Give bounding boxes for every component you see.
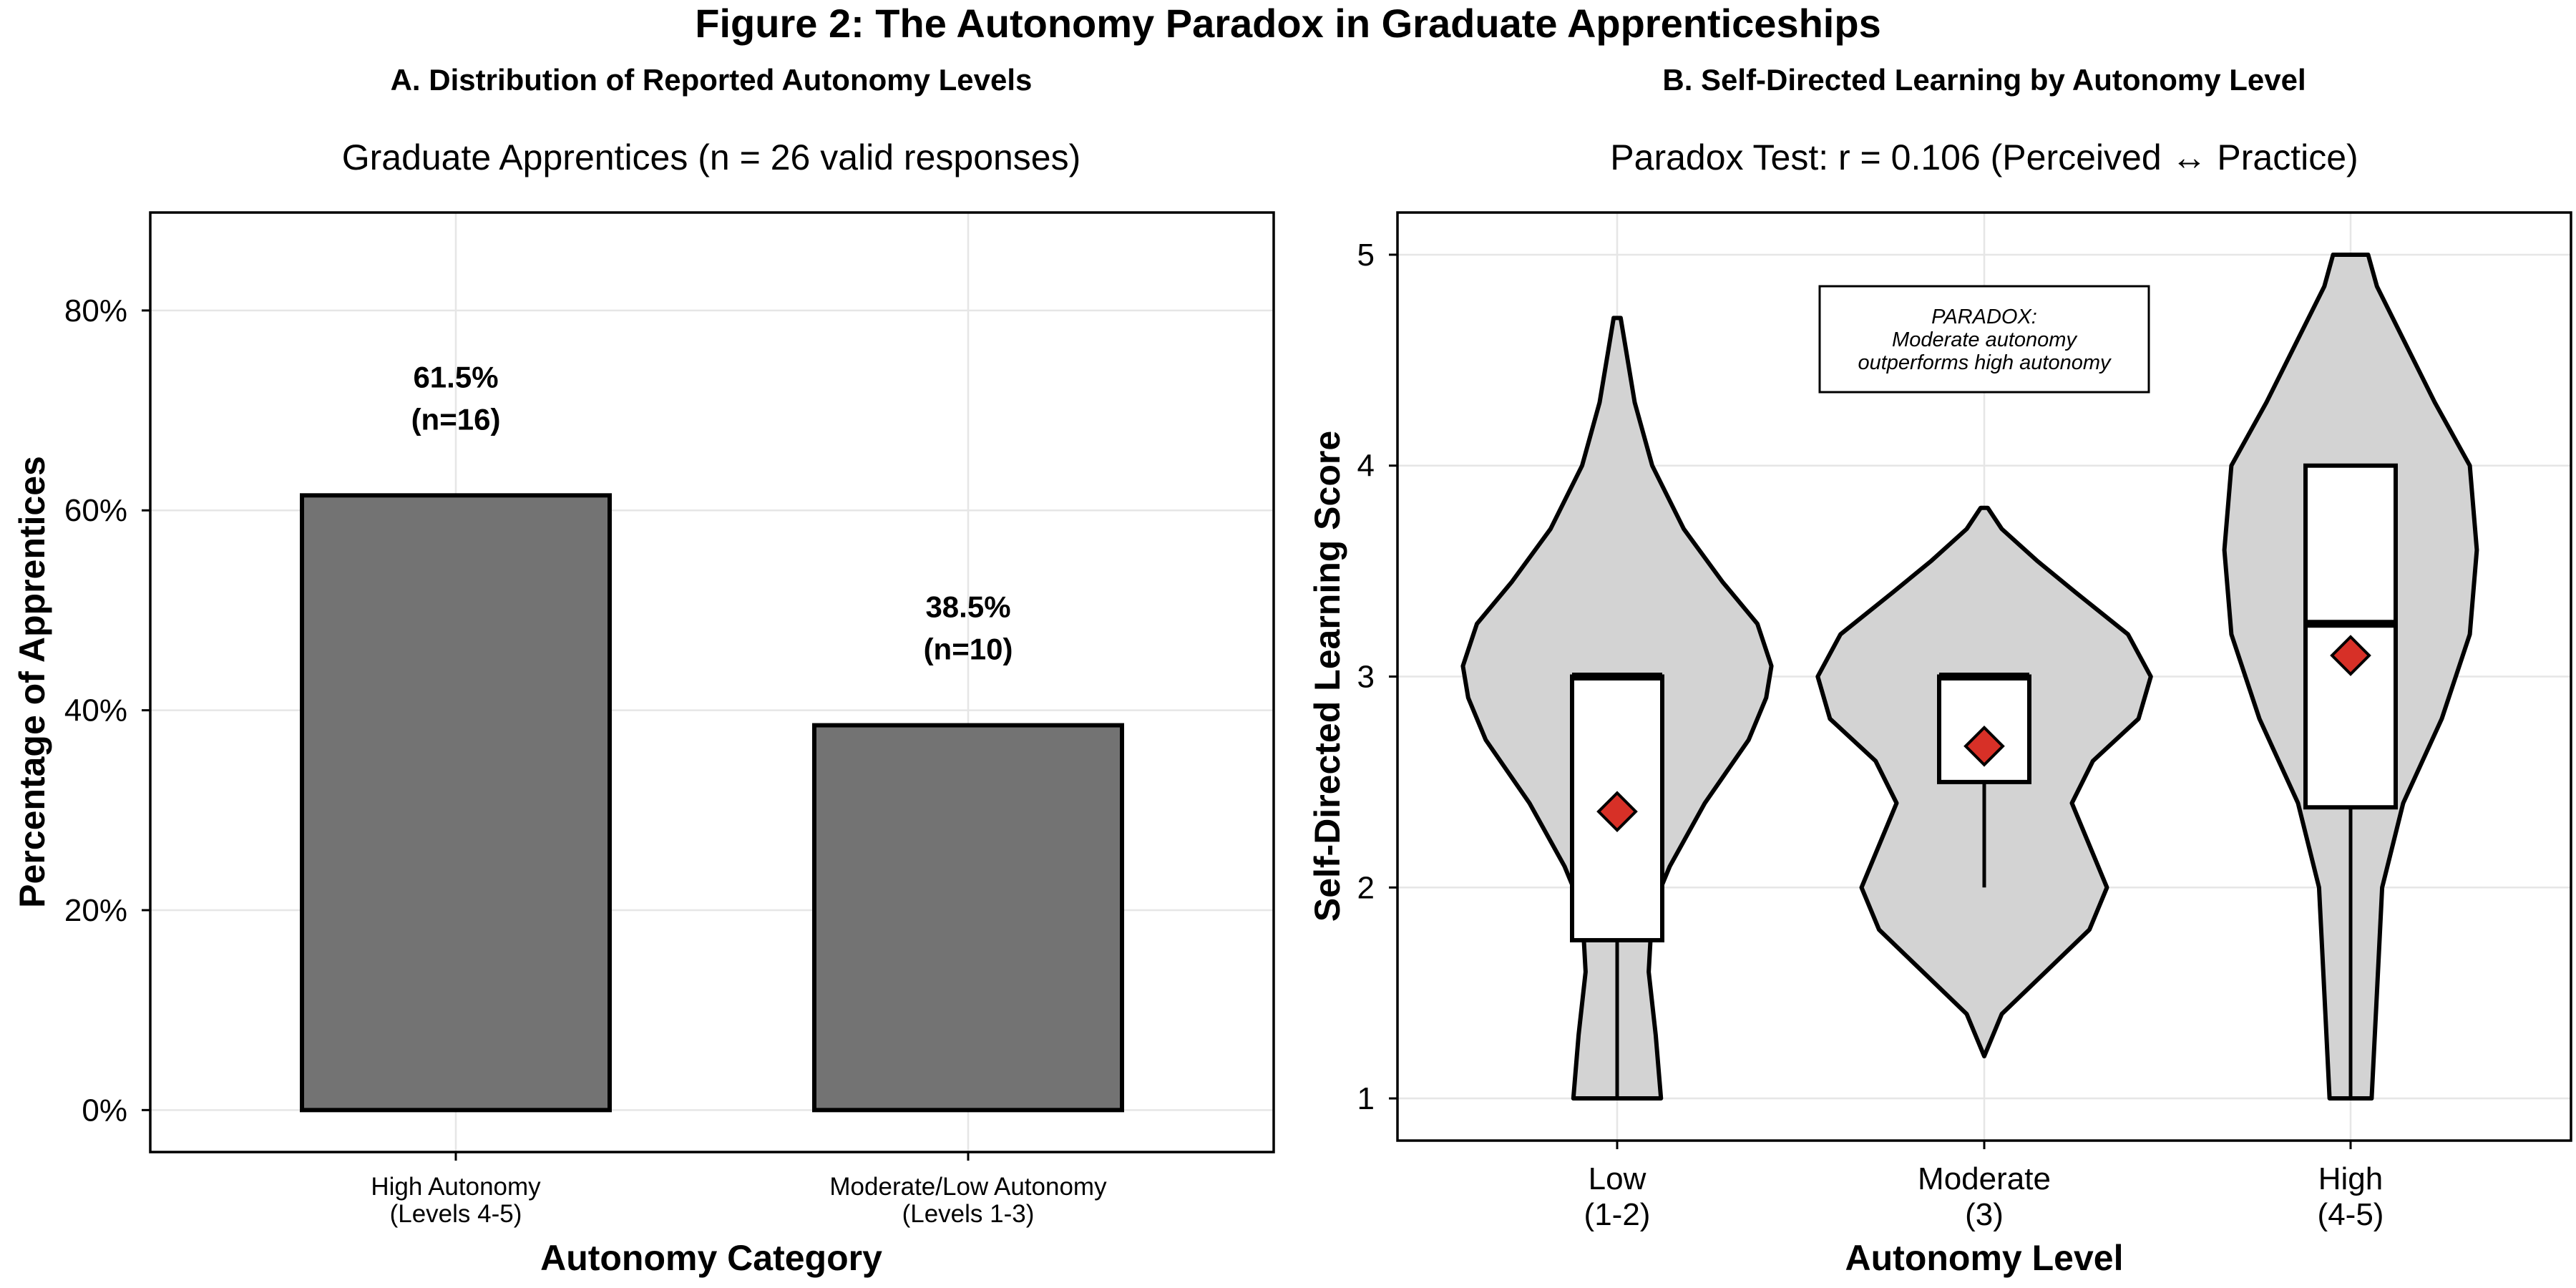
- panel-a-subtitle: Graduate Apprentices (n = 26 valid respo…: [342, 137, 1081, 177]
- figure-title: Figure 2: The Autonomy Paradox in Gradua…: [695, 1, 1880, 46]
- panel-a-ytick-label: 0%: [82, 1093, 127, 1128]
- panel-a-bars: [300, 493, 1124, 1113]
- paradox-annotation-line-1: PARADOX:: [1931, 306, 2037, 328]
- panel-a-xtick-label: High Autonomy: [371, 1173, 541, 1201]
- bar-value-label: 38.5%: [925, 590, 1010, 624]
- panel-a-ytick-label: 80%: [64, 293, 127, 328]
- panel-b-xtick-label: (1-2): [1584, 1197, 1651, 1232]
- panel-a-xtick-label: Moderate/Low Autonomy: [829, 1173, 1107, 1201]
- panel-b-ytick-label: 5: [1357, 238, 1375, 273]
- bar: [812, 723, 1124, 1113]
- mean-marker: [2330, 635, 2371, 676]
- panel-b-ylabel: Self-Directed Learning Score: [1307, 431, 1347, 922]
- paradox-annotation-line-2: Moderate autonomy: [1892, 328, 2077, 351]
- mean-marker: [1596, 791, 1638, 832]
- panel-a-y-ticks: 0% 20% 40% 60% 80%: [64, 293, 150, 1128]
- panel-b: B. Self-Directed Learning by Autonomy Le…: [1307, 63, 2572, 1278]
- bar-count-label: (n=16): [411, 402, 501, 436]
- bar-count-label: (n=10): [924, 633, 1013, 666]
- panel-b-ytick-label: 1: [1357, 1081, 1375, 1116]
- panel-a-x-ticks: High Autonomy(Levels 4-5) Moderate/Low Au…: [371, 1152, 1107, 1228]
- panel-b-xtick-label: High: [2318, 1161, 2384, 1196]
- panel-b-subtitle: Paradox Test: r = 0.106 (Perceived ↔ Pra…: [1610, 137, 2358, 177]
- panel-a-ytick-label: 40%: [64, 693, 127, 728]
- panel-b-xtick-label: (4-5): [2318, 1197, 2384, 1232]
- panel-b-xtick-label: Moderate: [1918, 1161, 2051, 1196]
- panel-b-x-ticks: Low(1-2) Moderate(3) High(4-5): [1584, 1141, 2384, 1232]
- panel-a-xtick-label: (Levels 4-5): [390, 1200, 522, 1228]
- panel-a-title: A. Distribution of Reported Autonomy Lev…: [391, 63, 1033, 97]
- panel-b-title: B. Self-Directed Learning by Autonomy Le…: [1662, 63, 2306, 97]
- bar: [300, 493, 612, 1113]
- paradox-annotation-line-3: outperforms high autonomy: [1858, 351, 2112, 374]
- panel-b-ytick-label: 4: [1357, 449, 1375, 484]
- paradox-annotation-box: [1818, 285, 2150, 394]
- panel-a-ytick-label: 60%: [64, 493, 127, 528]
- panel-a-frame: [149, 211, 1275, 1153]
- panel-b-frame: [1396, 211, 2572, 1142]
- panel-a-ytick-label: 20%: [64, 893, 127, 928]
- mean-marker: [1963, 725, 2005, 767]
- panel-b-violins: [1460, 253, 2479, 1101]
- panel-b-ytick-label: 3: [1357, 660, 1375, 695]
- panel-a-xlabel: Autonomy Category: [540, 1238, 882, 1278]
- panel-b-xlabel: Autonomy Level: [1845, 1238, 2124, 1278]
- panel-a-data-labels: 61.5% (n=16) 38.5% (n=10): [411, 360, 1013, 665]
- panel-a: A. Distribution of Reported Autonomy Lev…: [12, 63, 1275, 1278]
- panel-b-xtick-label: (3): [1965, 1197, 2004, 1232]
- bar-value-label: 61.5%: [413, 360, 498, 394]
- panel-b-y-ticks: 1 2 3 4 5: [1357, 238, 1397, 1116]
- panel-a-ylabel: Percentage of Apprentices: [12, 456, 52, 908]
- panel-b-ytick-label: 2: [1357, 870, 1375, 905]
- paradox-annotation: PARADOX: Moderate autonomy outperforms h…: [1818, 285, 2150, 394]
- panel-b-xtick-label: Low: [1589, 1161, 1646, 1196]
- panel-a-xtick-label: (Levels 1-3): [902, 1200, 1035, 1228]
